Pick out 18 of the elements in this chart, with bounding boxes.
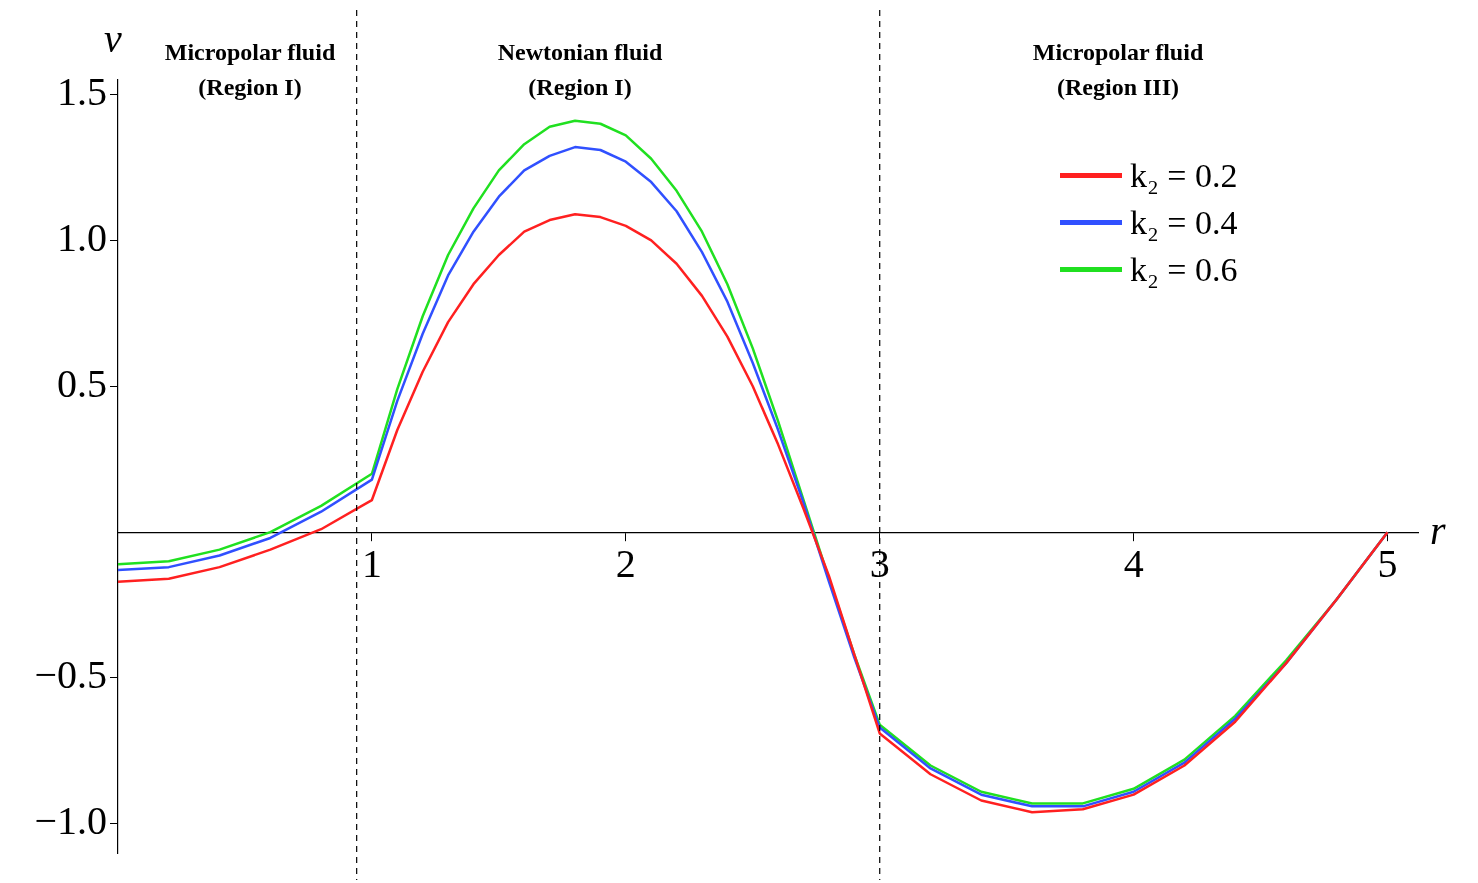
legend-label: k₂ = 0.2	[1130, 156, 1238, 195]
legend-label: k₂ = 0.4	[1130, 203, 1238, 242]
x-tick-label: 5	[1377, 540, 1398, 586]
legend-label: k₂ = 0.6	[1130, 250, 1238, 289]
y-tick-label: 1.5	[57, 69, 107, 115]
annotation: Newtonian fluid (Region I)	[497, 39, 663, 100]
y-tick-label: −0.5	[34, 652, 107, 698]
annotation: Micropolar fluid (Region III)	[1032, 39, 1204, 100]
x-tick-label: 2	[615, 540, 636, 586]
annotation: Micropolar fluid (Region I)	[164, 39, 336, 100]
x-tick-label: 3	[869, 540, 890, 586]
y-tick-label: 1.0	[57, 214, 107, 260]
y-axis-title: v	[104, 16, 122, 61]
x-tick-label: 4	[1123, 540, 1144, 586]
y-tick-label: −1.0	[34, 798, 107, 844]
x-axis-title: r	[1430, 508, 1446, 554]
y-tick-label: 0.5	[57, 360, 107, 406]
x-tick-label: 1	[361, 540, 382, 586]
